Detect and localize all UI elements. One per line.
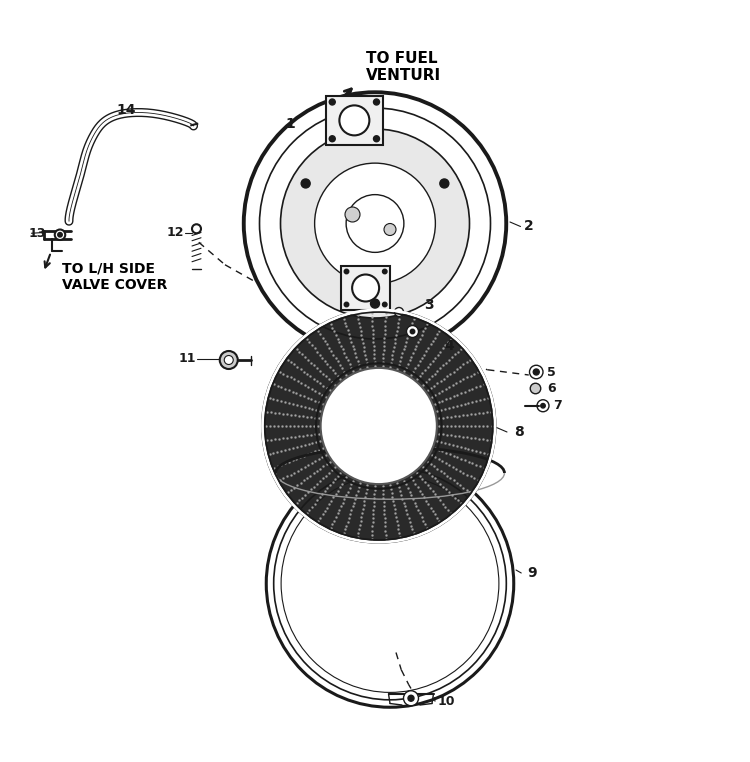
Circle shape [382,269,387,274]
Circle shape [344,269,349,274]
Text: 8: 8 [514,425,523,439]
Circle shape [374,136,380,142]
Circle shape [370,299,380,308]
Circle shape [345,207,360,222]
Circle shape [394,308,404,316]
Circle shape [55,229,65,240]
Circle shape [192,224,201,233]
Circle shape [406,325,418,338]
Text: 10: 10 [437,695,454,708]
Text: TO L/H SIDE
VALVE COVER: TO L/H SIDE VALVE COVER [62,261,166,293]
Circle shape [410,329,415,334]
Text: 4: 4 [444,340,454,354]
Circle shape [530,365,543,379]
Text: 9: 9 [527,566,537,580]
Text: 5: 5 [548,366,556,379]
Text: 12: 12 [166,226,184,239]
Circle shape [302,179,310,188]
Circle shape [329,99,335,105]
Text: 14: 14 [116,103,136,117]
Circle shape [344,303,349,307]
Circle shape [339,105,369,136]
Text: eReplacementParts.com: eReplacementParts.com [273,395,477,412]
Circle shape [352,274,380,302]
Circle shape [266,459,514,707]
Circle shape [384,223,396,235]
Bar [341,266,390,309]
Circle shape [315,163,435,284]
Bar [326,96,382,145]
Circle shape [533,369,539,375]
Circle shape [541,404,545,408]
Circle shape [530,383,541,394]
Circle shape [321,368,436,484]
Circle shape [262,309,495,543]
Circle shape [408,695,414,701]
Circle shape [404,690,418,706]
Circle shape [244,92,506,355]
Circle shape [382,303,387,307]
Text: 2: 2 [524,219,533,233]
Circle shape [280,129,470,318]
Circle shape [374,99,380,105]
Text: TO FUEL
VENTURI: TO FUEL VENTURI [366,51,441,83]
Circle shape [220,351,238,369]
Circle shape [537,400,549,411]
Text: 1: 1 [285,117,295,131]
Text: 3: 3 [424,298,433,312]
Circle shape [329,136,335,142]
Text: 13: 13 [28,227,46,240]
Circle shape [440,179,448,188]
Circle shape [58,232,62,237]
Circle shape [224,356,233,364]
Text: 7: 7 [554,399,562,412]
Text: 11: 11 [179,352,196,365]
Text: 6: 6 [548,382,556,395]
